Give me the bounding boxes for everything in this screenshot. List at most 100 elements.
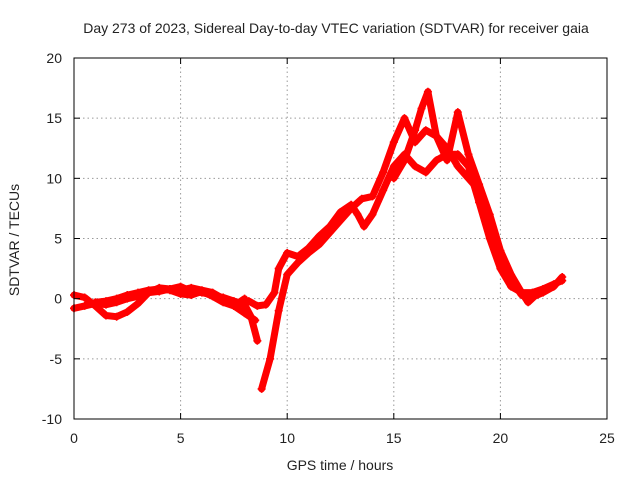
data-point: [197, 287, 206, 296]
data-point: [257, 384, 266, 393]
data-point: [270, 288, 279, 297]
data-point: [400, 114, 409, 123]
data-point: [315, 240, 324, 249]
data-point: [244, 297, 253, 306]
data-point: [80, 293, 89, 302]
data-point: [417, 104, 426, 113]
data-point: [304, 248, 313, 257]
x-tick-label: 10: [279, 430, 295, 446]
data-point: [336, 208, 345, 217]
data-point: [539, 288, 548, 297]
data-point: [101, 311, 110, 320]
data-point: [133, 299, 142, 308]
data-point: [112, 294, 121, 303]
data-point: [80, 301, 89, 310]
data-point: [274, 306, 283, 315]
data-point: [353, 210, 362, 219]
grid-lines: [74, 58, 607, 419]
x-tick-label: 25: [599, 430, 615, 446]
data-point: [315, 232, 324, 241]
data-point: [496, 246, 505, 255]
y-tick-labels: -10 -5 0 5 10 15 20: [42, 50, 62, 427]
y-tick-label: 5: [54, 231, 62, 247]
data-point: [423, 87, 432, 96]
data-point: [187, 291, 196, 300]
data-point: [517, 288, 526, 297]
y-tick-label: 15: [46, 110, 62, 126]
data-point: [389, 162, 398, 171]
data-point: [558, 273, 567, 282]
data-point: [187, 283, 196, 292]
data-point: [283, 270, 292, 279]
data-point: [253, 301, 262, 310]
data-point: [176, 289, 185, 298]
data-point: [274, 264, 283, 273]
chart-title: Day 273 of 2023, Sidereal Day-to-day VTE…: [83, 20, 589, 36]
data-point: [123, 291, 132, 300]
data-point: [165, 286, 174, 295]
data-point: [251, 316, 260, 325]
data-point: [453, 162, 462, 171]
data-point: [347, 204, 356, 213]
data-point: [144, 286, 153, 295]
data-point: [293, 258, 302, 267]
data-point: [453, 108, 462, 117]
y-tick-label: 20: [46, 50, 62, 66]
data-point: [485, 210, 494, 219]
data-point: [240, 309, 249, 318]
data-point: [336, 216, 345, 225]
data-point: [123, 307, 132, 316]
data-series: [70, 87, 567, 393]
data-point: [368, 210, 377, 219]
data-point: [112, 312, 121, 321]
data-point: [400, 156, 409, 165]
data-point: [530, 292, 539, 301]
data-point: [379, 168, 388, 177]
data-point: [133, 288, 142, 297]
data-point: [208, 292, 217, 301]
x-axis-label: GPS time / hours: [287, 457, 394, 473]
data-point: [155, 285, 164, 294]
data-point: [389, 174, 398, 183]
data-point: [507, 270, 516, 279]
data-point: [101, 297, 110, 306]
data-point: [229, 301, 238, 310]
data-point: [549, 282, 558, 291]
data-point: [325, 228, 334, 237]
data-point: [261, 300, 270, 309]
y-tick-label: 10: [46, 170, 62, 186]
y-tick-label: 0: [54, 291, 62, 307]
data-point: [379, 186, 388, 195]
axis-ticks: [73, 57, 608, 420]
data-point: [389, 138, 398, 147]
x-tick-label: 5: [177, 430, 185, 446]
data-point: [421, 126, 430, 135]
series-arc-c: [91, 285, 249, 310]
data-point: [524, 298, 533, 307]
y-tick-label: -10: [42, 411, 62, 427]
data-point: [359, 222, 368, 231]
x-tick-labels: 0 5 10 15 20 25: [70, 430, 615, 446]
data-point: [432, 132, 441, 141]
data-point: [91, 298, 100, 307]
x-tick-label: 0: [70, 430, 78, 446]
data-point: [411, 162, 420, 171]
x-tick-label: 20: [493, 430, 509, 446]
y-axis-label: SDTVAR / TECUs: [6, 184, 22, 296]
data-point: [464, 150, 473, 159]
data-point: [266, 354, 275, 363]
y-tick-label: -5: [50, 351, 63, 367]
data-point: [453, 150, 462, 159]
series-arc-f: [389, 87, 567, 307]
data-point: [421, 168, 430, 177]
data-point: [283, 248, 292, 257]
data-point: [443, 156, 452, 165]
data-point: [411, 126, 420, 135]
x-tick-label: 15: [386, 430, 402, 446]
data-point: [357, 194, 366, 203]
data-point: [432, 156, 441, 165]
data-point: [464, 174, 473, 183]
data-point: [219, 298, 228, 307]
data-point: [368, 192, 377, 201]
